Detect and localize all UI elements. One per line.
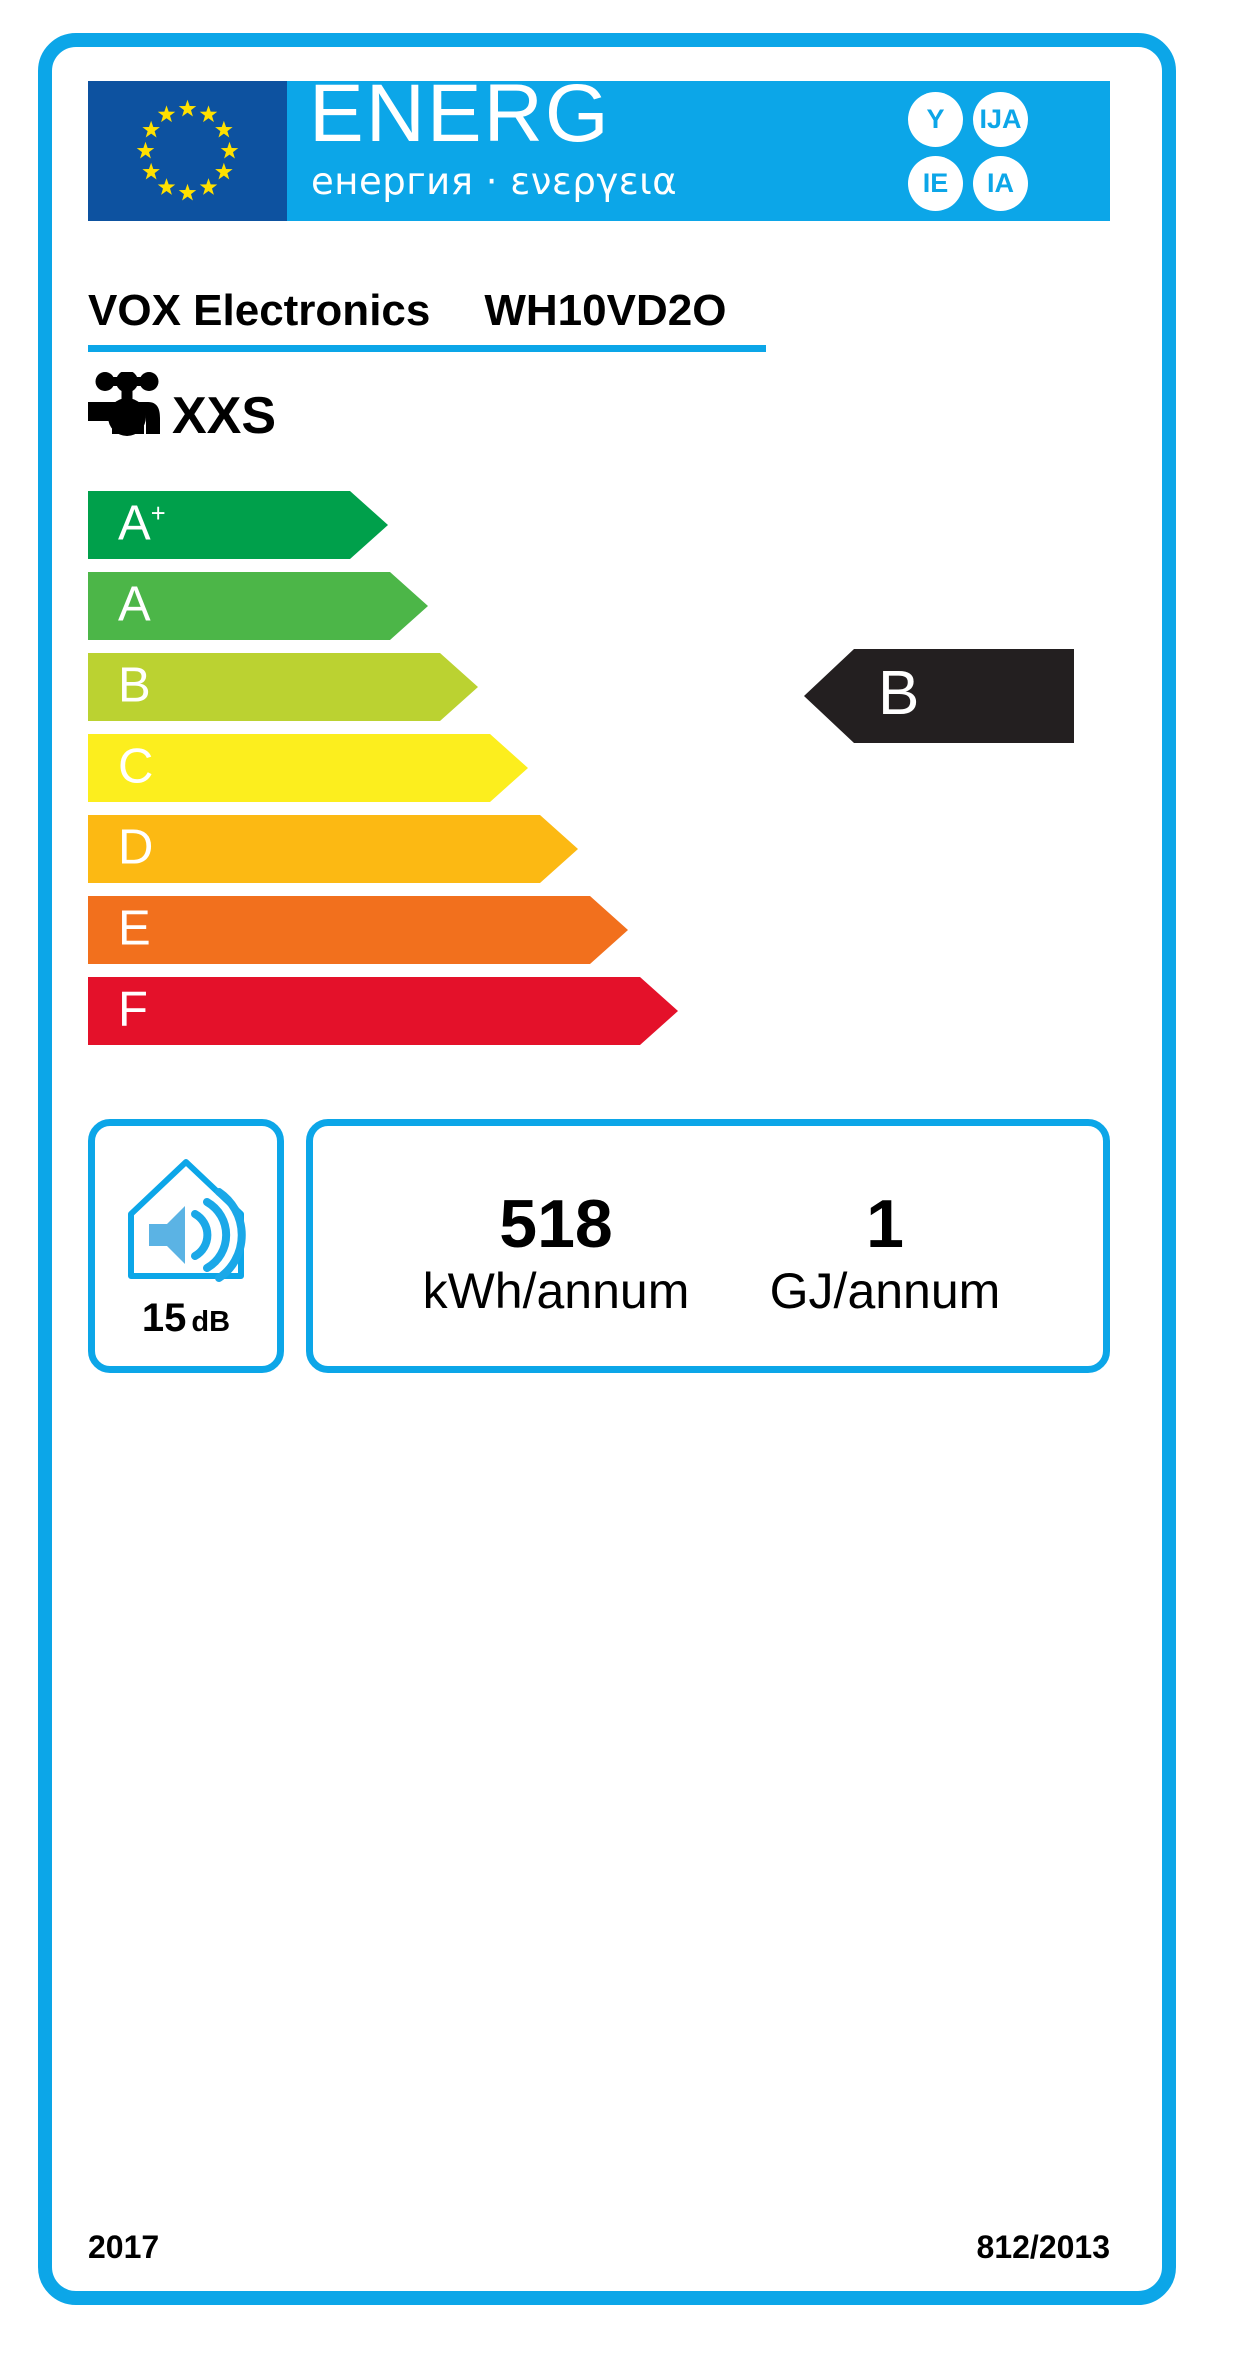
- class-bar-label: A: [118, 577, 151, 632]
- noise-house-speaker-icon: [123, 1156, 249, 1287]
- energ-wordmark: ENERG: [309, 81, 611, 159]
- energy-kwh-unit: kWh/annum: [422, 1263, 690, 1319]
- rating-arrow-shape: [804, 649, 1074, 743]
- supplier-model-row: VOX Electronics WH10VD2O: [88, 269, 1110, 333]
- energ-subtitle: енергия · ενεργεια: [311, 160, 678, 203]
- language-circle-ia: IA: [973, 156, 1028, 211]
- regulation-number: 812/2013: [976, 2229, 1110, 2265]
- model-identifier: WH10VD2O: [484, 286, 727, 335]
- class-bar-label: E: [118, 901, 151, 956]
- supplier-name: VOX Electronics: [88, 286, 431, 335]
- energy-class-scale: A+ A B C D E F B: [88, 491, 1110, 1127]
- energ-banner: ENERG енергия · ενεργεια Y IJA IE IA: [287, 81, 1110, 221]
- class-bar-label: F: [118, 982, 148, 1037]
- energy-consumption-columns: 518 kWh/annum 1 GJ/annum: [386, 1190, 1030, 1316]
- energy-gj-value: 1: [866, 1186, 904, 1262]
- class-bar-d: D: [88, 815, 578, 883]
- noise-level-value-row: 15 dB: [95, 1298, 277, 1338]
- language-circle-y: Y: [908, 92, 963, 147]
- label-footer: 2017 812/2013: [88, 2231, 1110, 2263]
- language-circles: Y IJA IE IA: [908, 92, 1088, 212]
- water-tap-icon: [88, 370, 166, 443]
- class-bar-c: C: [88, 734, 528, 802]
- noise-level-unit: dB: [191, 1306, 231, 1338]
- language-circle-ija: IJA: [973, 92, 1028, 147]
- energy-kwh-value: 518: [499, 1186, 613, 1262]
- label-year: 2017: [88, 2229, 160, 2265]
- class-bar-a-plus: A+: [88, 491, 388, 559]
- rating-arrow: B: [804, 649, 1074, 743]
- class-bar-b: B: [88, 653, 478, 721]
- energy-kwh-column: 518 kWh/annum: [386, 1190, 726, 1316]
- class-bar-label: B: [118, 658, 151, 713]
- energy-consumption-box: 518 kWh/annum 1 GJ/annum: [306, 1119, 1110, 1373]
- class-bar-a: A: [88, 572, 428, 640]
- class-bar-label: A+: [118, 496, 166, 551]
- label-header: ENERG енергия · ενεργεια Y IJA IE IA: [88, 81, 1110, 221]
- load-profile-value: XXS: [172, 387, 277, 445]
- energy-gj-unit: GJ/annum: [769, 1263, 1001, 1319]
- rating-arrow-label: B: [878, 659, 920, 729]
- noise-level-value: 15: [141, 1296, 187, 1340]
- language-circle-ie: IE: [908, 156, 963, 211]
- class-bar-label: C: [118, 739, 154, 794]
- class-bar-e: E: [88, 896, 628, 964]
- noise-level-box: 15 dB: [88, 1119, 284, 1373]
- load-profile-row: XXS: [88, 357, 276, 457]
- eu-flag-icon: [88, 81, 287, 221]
- class-bar-f: F: [88, 977, 678, 1045]
- energy-gj-column: 1 GJ/annum: [740, 1190, 1030, 1316]
- energy-label-card: ENERG енергия · ενεργεια Y IJA IE IA VOX…: [38, 33, 1176, 2305]
- class-bar-label: D: [118, 820, 154, 875]
- header-divider: [88, 345, 766, 352]
